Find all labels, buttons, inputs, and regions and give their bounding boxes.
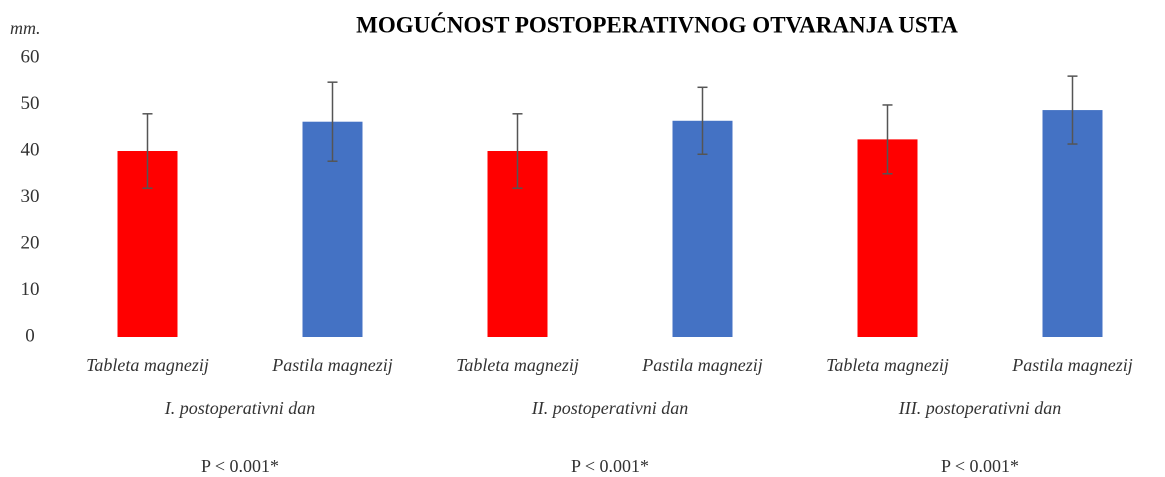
error-bar <box>327 81 338 162</box>
y-tick-label: 40 <box>21 139 40 160</box>
group-label: I. postoperativni dan <box>164 398 316 418</box>
y-tick-label: 0 <box>25 325 35 346</box>
group-label: II. postoperativni dan <box>531 398 688 418</box>
group-note: P < 0.001* <box>571 456 649 476</box>
error-bar <box>882 104 893 175</box>
x-tick-label: Pastila magnezij <box>271 355 393 375</box>
y-tick-label: 60 <box>21 46 40 67</box>
y-axis-label: mm. <box>10 18 41 38</box>
x-tick-label: Tableta magnezij <box>826 355 949 375</box>
group-note: P < 0.001* <box>201 456 279 476</box>
error-bar <box>697 86 708 156</box>
error-bar <box>1067 75 1078 145</box>
y-tick-label: 50 <box>21 93 40 114</box>
x-tick-label: Tableta magnezij <box>456 355 579 375</box>
x-tick-label: Tableta magnezij <box>86 355 209 375</box>
error-bar <box>142 113 153 189</box>
error-bar <box>512 113 523 189</box>
chart-title: MOGUĆNOST POSTOPERATIVNOG OTVARANJA USTA <box>356 11 958 37</box>
x-tick-label: Pastila magnezij <box>641 355 763 375</box>
bar <box>672 120 733 338</box>
y-tick-label: 10 <box>21 279 40 300</box>
x-tick-label: Pastila magnezij <box>1011 355 1133 375</box>
group-label: III. postoperativni dan <box>898 398 1061 418</box>
y-tick-label: 30 <box>21 186 40 207</box>
group-note: P < 0.001* <box>941 456 1019 476</box>
bar <box>1042 110 1103 337</box>
y-tick-label: 20 <box>21 232 40 253</box>
